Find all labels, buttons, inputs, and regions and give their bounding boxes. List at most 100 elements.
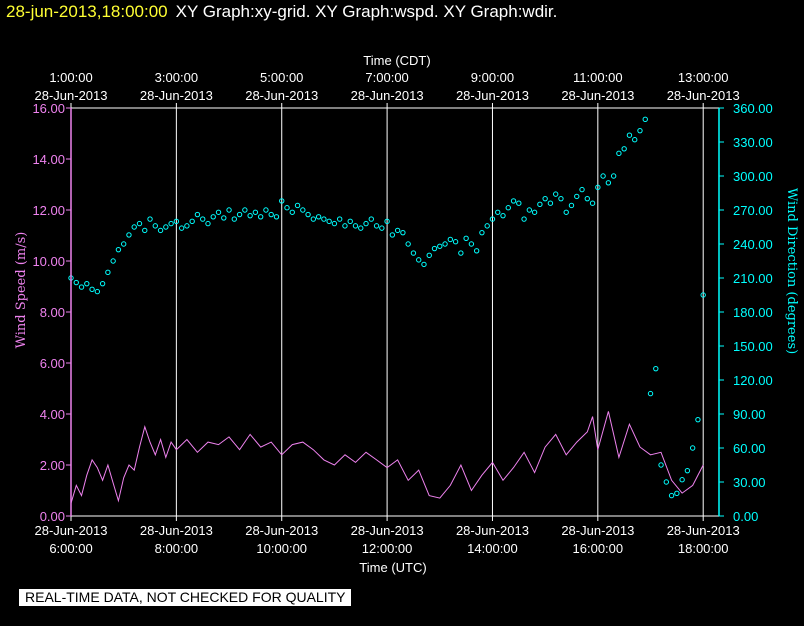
wind-direction-point bbox=[94, 288, 101, 295]
wind-direction-point bbox=[431, 245, 438, 252]
wind-direction-point bbox=[389, 232, 396, 238]
wind-direction-point bbox=[632, 137, 638, 143]
y-left-tick-label: 12.00 bbox=[32, 203, 65, 218]
header-timestamp: 28-jun-2013,18:00:00 bbox=[6, 2, 168, 21]
wind-direction-point bbox=[473, 248, 480, 254]
wind-direction-point bbox=[368, 216, 374, 222]
y-right-tick-label: 360.00 bbox=[733, 101, 773, 116]
wind-direction-point bbox=[73, 279, 79, 286]
x-top-tick-time: 9:00:00 bbox=[471, 70, 514, 85]
wind-direction-point bbox=[131, 224, 137, 230]
y-right-tick-label: 60.00 bbox=[733, 441, 766, 456]
wind-direction-point bbox=[400, 229, 406, 236]
wind-direction-point bbox=[531, 209, 538, 215]
wind-direction-point bbox=[600, 173, 606, 179]
y-right-tick-label: 300.00 bbox=[733, 169, 773, 184]
x-top-tick-date: 28-Jun-2013 bbox=[561, 88, 634, 103]
y-left-tick-label: 16.00 bbox=[32, 101, 65, 116]
x-top-tick-time: 3:00:00 bbox=[155, 70, 198, 85]
wind-direction-point bbox=[668, 492, 675, 499]
y-left-tick-label: 10.00 bbox=[32, 254, 65, 269]
wind-direction-point bbox=[110, 258, 116, 264]
wind-direction-point bbox=[257, 214, 264, 220]
wind-direction-point bbox=[147, 216, 153, 222]
wind-direction-point bbox=[247, 212, 253, 219]
wind-direction-point bbox=[489, 216, 496, 222]
wind-direction-point bbox=[547, 200, 554, 206]
x-top-axis-label: Time (CDT) bbox=[363, 53, 430, 68]
x-bottom-tick-time: 8:00:00 bbox=[155, 541, 198, 556]
y-left-tick-label: 2.00 bbox=[40, 458, 65, 473]
y-right-tick-label: 240.00 bbox=[733, 237, 773, 252]
wind-direction-point bbox=[552, 191, 559, 197]
wind-direction-point bbox=[310, 216, 317, 222]
wind-direction-point bbox=[89, 286, 95, 293]
wind-direction-point bbox=[458, 250, 464, 256]
wind-direction-point bbox=[479, 229, 485, 236]
wind-direction-point bbox=[500, 212, 506, 219]
wind-direction-point bbox=[99, 280, 106, 287]
y-left-tick-label: 8.00 bbox=[40, 305, 65, 320]
x-bottom-tick-date: 28-Jun-2013 bbox=[351, 523, 424, 538]
wind-direction-point bbox=[447, 236, 454, 243]
wind-direction-point bbox=[120, 241, 127, 247]
wind-direction-point bbox=[700, 292, 706, 298]
y-right-tick-label: 210.00 bbox=[733, 271, 773, 286]
wind-speed-line bbox=[70, 411, 704, 504]
wind-direction-point bbox=[279, 198, 285, 204]
wind-direction-point bbox=[236, 211, 243, 218]
y-right-tick-label: 30.00 bbox=[733, 475, 766, 490]
wind-direction-point bbox=[336, 216, 343, 222]
wind-direction-point bbox=[84, 280, 90, 287]
x-top-tick-time: 13:00:00 bbox=[678, 70, 729, 85]
wind-direction-point bbox=[405, 241, 411, 247]
wind-direction-point bbox=[463, 235, 469, 242]
y-left-tick-label: 0.00 bbox=[40, 509, 65, 524]
wind-direction-point bbox=[616, 150, 622, 157]
x-top-tick-time: 11:00:00 bbox=[573, 70, 623, 85]
wind-direction-point bbox=[152, 223, 158, 229]
wind-direction-point bbox=[242, 207, 248, 213]
wind-direction-point bbox=[563, 209, 569, 215]
wind-direction-point bbox=[663, 479, 670, 485]
wind-direction-point bbox=[215, 209, 222, 215]
wind-direction-point bbox=[452, 239, 459, 245]
y-left-tick-label: 6.00 bbox=[40, 356, 65, 371]
x-bottom-tick-time: 12:00:00 bbox=[362, 541, 413, 556]
x-top-tick-date: 28-Jun-2013 bbox=[140, 88, 213, 103]
x-top-tick-time: 7:00:00 bbox=[365, 70, 408, 85]
wind-direction-point bbox=[410, 250, 417, 256]
wind-direction-point bbox=[653, 365, 659, 372]
wind-direction-point bbox=[595, 184, 601, 191]
wind-direction-point bbox=[142, 227, 148, 234]
wind-direction-point bbox=[647, 390, 654, 397]
wind-direction-point bbox=[373, 223, 380, 229]
wind-direction-point bbox=[521, 216, 527, 222]
y-right-tick-label: 330.00 bbox=[733, 135, 773, 150]
wind-direction-point bbox=[184, 223, 190, 229]
wind-direction-point bbox=[358, 225, 364, 231]
wind-direction-point bbox=[637, 127, 643, 134]
grid-layer bbox=[70, 108, 704, 516]
x-bottom-tick-date: 28-Jun-2013 bbox=[140, 523, 213, 538]
wind-direction-point bbox=[584, 195, 590, 202]
wind-direction-point bbox=[495, 209, 501, 215]
wind-direction-point bbox=[221, 215, 227, 221]
wind-direction-point bbox=[674, 490, 680, 497]
wind-direction-point bbox=[352, 223, 359, 229]
wind-direction-point bbox=[437, 243, 443, 249]
wind-direction-point bbox=[105, 269, 111, 276]
wind-direction-point bbox=[231, 216, 238, 222]
y-left-axis-label: Wind Speed (m/s) bbox=[14, 232, 29, 349]
wind-direction-point bbox=[426, 252, 432, 259]
wind-direction-point bbox=[679, 477, 685, 483]
wind-direction-point bbox=[363, 220, 369, 227]
wind-direction-point bbox=[384, 218, 390, 225]
x-bottom-tick-date: 28-Jun-2013 bbox=[456, 523, 529, 538]
wind-direction-point bbox=[136, 220, 143, 227]
wind-direction-point bbox=[605, 180, 612, 186]
y-right-tick-label: 90.00 bbox=[733, 407, 766, 422]
wind-direction-point bbox=[416, 257, 422, 263]
wind-direction-point bbox=[421, 261, 427, 268]
